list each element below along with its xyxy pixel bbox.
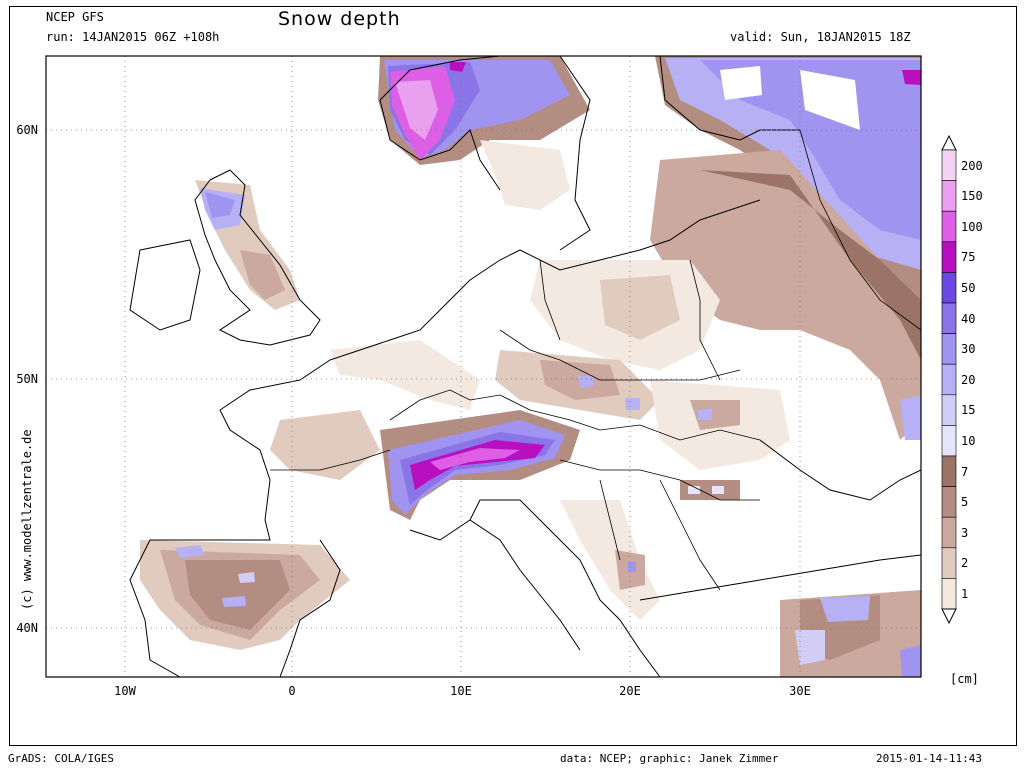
model-label: NCEP GFS: [46, 10, 104, 24]
lon-label-20e: 20E: [619, 684, 641, 698]
colorbar-swatch: [941, 302, 957, 334]
colorbar-swatch: [941, 333, 957, 365]
data-credit: data: NCEP; graphic: Janek Zimmer: [560, 752, 779, 765]
colorbar-swatch: [941, 516, 957, 549]
colorbar-level-label: 200: [961, 158, 983, 173]
colorbar-swatch: [941, 578, 957, 610]
grads-credit: GrADS: COLA/IGES: [8, 752, 114, 765]
colorbar-swatch: [941, 241, 957, 273]
colorbar-bottom-arrow: [941, 608, 957, 625]
lon-label-10e: 10E: [450, 684, 472, 698]
colorbar-level-label: 15: [961, 403, 976, 418]
colorbar-swatch: [941, 272, 957, 304]
lon-label-30e: 30E: [789, 684, 811, 698]
colorbar-swatch: [941, 455, 957, 487]
colorbar-level-label: 40: [961, 311, 976, 326]
colorbar-unit: [cm]: [950, 672, 979, 686]
lat-label-50n: 50N: [16, 372, 38, 386]
watermark: (c) www.modellzentrale.de: [20, 429, 34, 610]
colorbar-level-label: 30: [961, 342, 976, 357]
lon-label-10w: 10W: [114, 684, 136, 698]
timestamp: 2015-01-14-11:43: [876, 752, 982, 765]
colorbar-swatch: [941, 547, 957, 579]
colorbar-swatch: [941, 486, 957, 518]
colorbar-level-label: 150: [961, 189, 983, 204]
colorbar-level-label: 5: [961, 495, 969, 510]
lon-label-0: 0: [288, 684, 296, 698]
plot-border: [45, 55, 922, 678]
colorbar: [941, 134, 957, 625]
colorbar-swatch: [941, 363, 957, 396]
valid-time-label: valid: Sun, 18JAN2015 18Z: [730, 30, 911, 44]
colorbar-level-label: 100: [961, 219, 983, 234]
figure-frame: [9, 6, 1017, 746]
colorbar-level-label: 1: [961, 587, 969, 601]
borders: [270, 129, 921, 591]
colorbar-swatch: [941, 425, 957, 457]
colorbar-level-label: 10: [961, 434, 976, 448]
colorbar-swatch: [941, 210, 957, 243]
colorbar-level-label: 7: [961, 464, 969, 479]
run-label: run: 14JAN2015 06Z +108h: [46, 30, 220, 44]
snow-fields: [140, 56, 921, 677]
colorbar-level-label: 50: [961, 281, 976, 295]
colorbar-swatch: [941, 394, 957, 426]
colorbar-level-label: 75: [961, 250, 976, 265]
coastlines: [129, 56, 921, 677]
colorbar-level-label: 2: [961, 556, 969, 571]
gridlines: [46, 56, 921, 677]
colorbar-swatch: [941, 149, 957, 181]
colorbar-level-label: 3: [961, 525, 969, 540]
colorbar-swatch: [941, 180, 957, 212]
lat-label-40n: 40N: [16, 621, 38, 635]
colorbar-top-arrow: [941, 134, 957, 151]
lat-label-60n: 60N: [16, 123, 38, 137]
map-title: Snow depth: [278, 8, 401, 30]
colorbar-level-label: 20: [961, 372, 976, 387]
